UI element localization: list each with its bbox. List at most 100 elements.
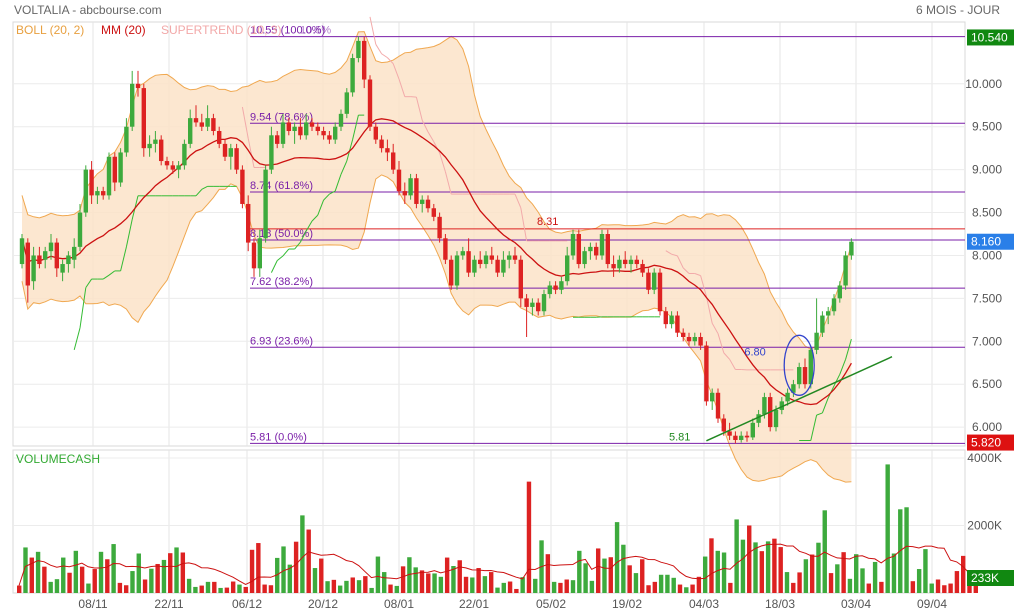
x-tick-label: 08/01 [384,597,414,611]
supertrend-segment [682,267,690,274]
candle-body [408,178,413,196]
candle-body [95,191,100,196]
highlight-ellipse [783,334,815,396]
volume-bar [784,572,790,593]
volume-bar [123,585,129,593]
volume-bar [595,548,601,593]
candle-body [541,294,547,312]
volume-bar [249,549,255,593]
candle-body [385,148,390,153]
volume-bar [665,574,670,593]
candle-body [333,126,338,140]
candle-body [686,336,692,342]
volume-bar [388,584,393,593]
candle-body [106,156,112,196]
candle-body [692,336,697,342]
candle-body [663,311,668,325]
candle-body [588,246,593,252]
volume-bar [237,584,242,593]
volume-bar [778,547,783,593]
volume-bar [256,543,261,593]
candle-body [304,122,309,136]
volume-bar [67,572,72,593]
price-badge [967,233,1014,250]
fibonacci-label: 7.62 (38.2%) [250,276,313,288]
volume-badge-label: 233K [971,571,999,585]
volume-bar [42,566,47,593]
supertrend-segment [810,414,818,441]
supertrend-segment [73,327,81,350]
candle-body [176,165,181,170]
volume-bars [17,464,978,593]
volume-bar [262,584,267,593]
candle-body [721,418,726,432]
x-tick-label: 18/03 [765,597,795,611]
supertrend-segment [375,44,383,55]
candle-body [489,255,494,260]
supertrend-segment [352,115,359,140]
candle-body [147,143,152,149]
candle-body [83,169,88,213]
candle-body [19,238,25,265]
volume-bar [174,547,179,593]
supertrend-segment [421,120,429,133]
candle-body [321,131,326,136]
chart-title: VOLTALIA - abcbourse.com [14,3,162,17]
volume-bar [142,579,148,593]
volume-bar [180,552,186,593]
x-tick-label: 04/03 [689,597,719,611]
volume-bar [224,587,230,593]
volume-bar [728,582,733,593]
fibonacci-label: 8.74 (61.8%) [250,180,313,192]
candle-body [379,139,384,149]
candle-body [124,126,129,153]
volume-bar [205,581,211,593]
candle-body [507,255,512,260]
price-badge-label: 5.820 [971,436,1001,450]
volume-bar [791,582,796,593]
candle-body [135,83,141,89]
candle-body [791,384,796,393]
candle-body [420,199,425,204]
y-tick-label: 6.000 [972,420,1002,434]
candle-body [170,165,175,170]
supertrend-segment [514,193,522,209]
volume-bar [747,525,752,593]
candle-body [193,118,199,123]
volume-bar [866,583,871,593]
candle-body [623,259,628,265]
volume-bar [293,541,299,593]
supertrend-segment [381,53,388,59]
chart-period[interactable]: 6 MOIS - JOUR [916,3,1000,17]
volume-bar [935,579,941,593]
candle-body [565,255,570,282]
supertrend-segment [102,274,110,280]
candle-body [286,122,291,132]
volume-bar [155,563,160,593]
volume-bar [709,538,714,593]
volume-bar [614,522,620,593]
x-tick-label: 22/11 [154,597,183,611]
volume-bar [363,576,368,593]
candle-body [367,79,373,127]
legend-boll: BOLL (20, 2) [16,23,84,37]
x-tick-label: 08/11 [78,597,107,611]
supertrend-segment [294,241,301,250]
candle-body [159,139,164,162]
supertrend-segment [317,199,325,216]
candle-body [530,302,535,307]
volume-bar [61,557,66,593]
candle-body [756,414,761,423]
volume-bar [268,585,274,593]
volume-bar [677,584,683,593]
volume-bar [463,576,469,593]
candle-body [675,315,680,333]
volume-bar [111,544,116,593]
candle-body [773,409,779,428]
volume-bar [212,581,217,593]
volume-bar [350,577,355,593]
volume-bar [130,571,135,593]
candle-body [414,178,419,204]
x-tick-label: 19/02 [612,597,642,611]
candle-body [292,126,297,132]
